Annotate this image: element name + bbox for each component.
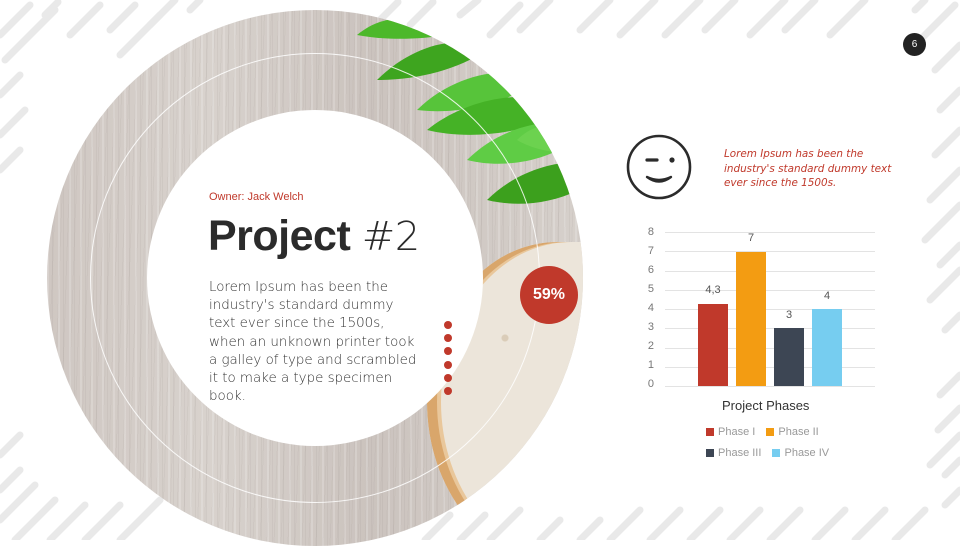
title-number: #2 [361, 214, 420, 260]
y-tick: 3 [647, 321, 654, 333]
y-tick: 5 [647, 283, 654, 295]
bar-phase-2 [736, 252, 766, 386]
dot [444, 360, 452, 369]
body-text: Lorem Ipsum has been the industry's stan… [209, 280, 417, 405]
dot [444, 373, 452, 382]
gridline [665, 348, 875, 349]
bar-value-label: 4 [823, 290, 831, 302]
dot [444, 347, 452, 356]
legend-swatch [706, 428, 714, 436]
gridline [665, 271, 875, 272]
gridline [665, 386, 875, 387]
y-tick: 1 [647, 359, 654, 371]
bar-phase-1 [698, 304, 728, 386]
y-tick: 4 [647, 302, 654, 314]
dot [444, 386, 452, 395]
gridline [665, 251, 875, 252]
y-tick: 0 [647, 378, 654, 390]
legend-label: Phase III [718, 447, 762, 459]
dot [444, 334, 452, 343]
owner-label: Owner: Jack Welch [209, 191, 304, 203]
percent-badge: 59% [520, 266, 578, 324]
slide-title: Project #2 [208, 210, 420, 263]
y-tick: 8 [647, 226, 654, 238]
bar-value-label: 4,3 [705, 284, 721, 296]
winking-face-icon [626, 134, 692, 200]
chart-legend: Phase I Phase II Phase III Phase IV [706, 426, 846, 468]
gridline [665, 309, 875, 310]
white-center-circle [147, 110, 483, 446]
gridline [665, 232, 875, 233]
bar-phase-4 [812, 309, 842, 386]
title-bold: Project [208, 212, 351, 260]
legend-item-phase-4: Phase IV [772, 447, 829, 459]
gridline [665, 367, 875, 368]
chart-title: Project Phases [722, 398, 810, 413]
bar-phase-3 [774, 328, 804, 386]
legend-item-phase-3: Phase III [706, 447, 761, 459]
legend-swatch [772, 449, 781, 457]
legend-label: Phase II [778, 426, 819, 438]
y-tick: 6 [647, 264, 654, 276]
bar-chart: 8 7 6 5 4 3 2 1 0 4,3 7 3 4 [640, 220, 890, 470]
page-number-badge: 6 [903, 33, 926, 56]
legend-item-phase-1: Phase I [706, 426, 755, 438]
legend-item-phase-2: Phase II [766, 426, 819, 438]
y-tick: 2 [647, 340, 654, 352]
gridline [665, 328, 875, 329]
bar-value-label: 7 [747, 232, 755, 244]
bar-value-label: 3 [785, 309, 793, 321]
legend-swatch [766, 428, 775, 436]
y-tick: 7 [647, 245, 654, 257]
legend-label: Phase I [718, 426, 756, 438]
vertical-dots-decoration [444, 321, 452, 400]
legend-swatch [706, 449, 714, 457]
dot [444, 321, 452, 329]
quote-text: Lorem Ipsum has been the industry's stan… [724, 148, 892, 190]
legend-label: Phase IV [784, 447, 830, 459]
gridline [665, 290, 875, 291]
